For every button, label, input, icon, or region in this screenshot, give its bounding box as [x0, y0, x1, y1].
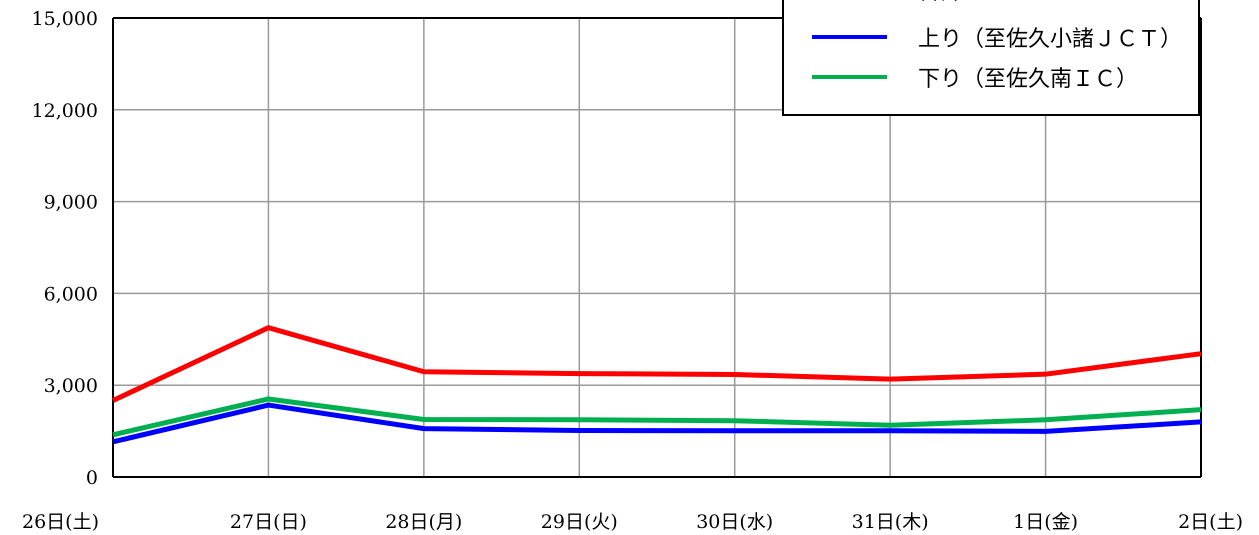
y-axis-tick-labels: 0 3,000 6,000 9,000 12,000 15,000	[32, 8, 98, 489]
x-tick-label: 31日(木)	[852, 511, 929, 533]
y-tick-label: 15,000	[32, 8, 98, 30]
x-tick-label: 27日(日)	[230, 511, 307, 533]
legend-swatch-outbound	[812, 75, 887, 79]
legend: 合計 上り（至佐久小諸ＪＣＴ） 下り（至佐久南ＩＣ）	[782, 0, 1200, 116]
series-line-total	[111, 325, 1202, 403]
y-tick-label: 6,000	[44, 283, 98, 305]
series-line-outbound	[112, 396, 1202, 438]
y-tick-label: 3,000	[44, 375, 98, 397]
x-tick-label: 30日(水)	[696, 511, 773, 533]
legend-label-total: 合計	[918, 0, 962, 6]
series-line-inbound	[112, 402, 1202, 445]
legend-swatch-inbound	[812, 35, 887, 39]
x-tick-label: 29日(火)	[541, 511, 618, 533]
y-tick-label: 12,000	[32, 100, 98, 122]
y-tick-label: 9,000	[44, 192, 98, 214]
x-tick-label: 28日(月)	[385, 511, 462, 533]
x-axis-tick-labels: 26日(土) 27日(日) 28日(月) 29日(火) 30日(水) 31日(木) 1日(金…	[22, 511, 1243, 533]
legend-item-outbound: 下り（至佐久南ＩＣ）	[784, 59, 1198, 93]
legend-label-outbound: 下り（至佐久南ＩＣ）	[918, 67, 1139, 92]
x-tick-label: 26日(土)	[22, 511, 99, 533]
legend-item-total: 合計	[784, 0, 1198, 6]
x-tick-label: 1日(金)	[1013, 511, 1078, 533]
legend-item-inbound: 上り（至佐久小諸ＪＣＴ）	[784, 19, 1198, 53]
legend-label-inbound: 上り（至佐久小諸ＪＣＴ）	[918, 27, 1183, 52]
series-lines	[111, 325, 1202, 445]
x-tick-label: 2日(土)	[1178, 511, 1243, 533]
y-tick-label: 0	[86, 467, 98, 489]
